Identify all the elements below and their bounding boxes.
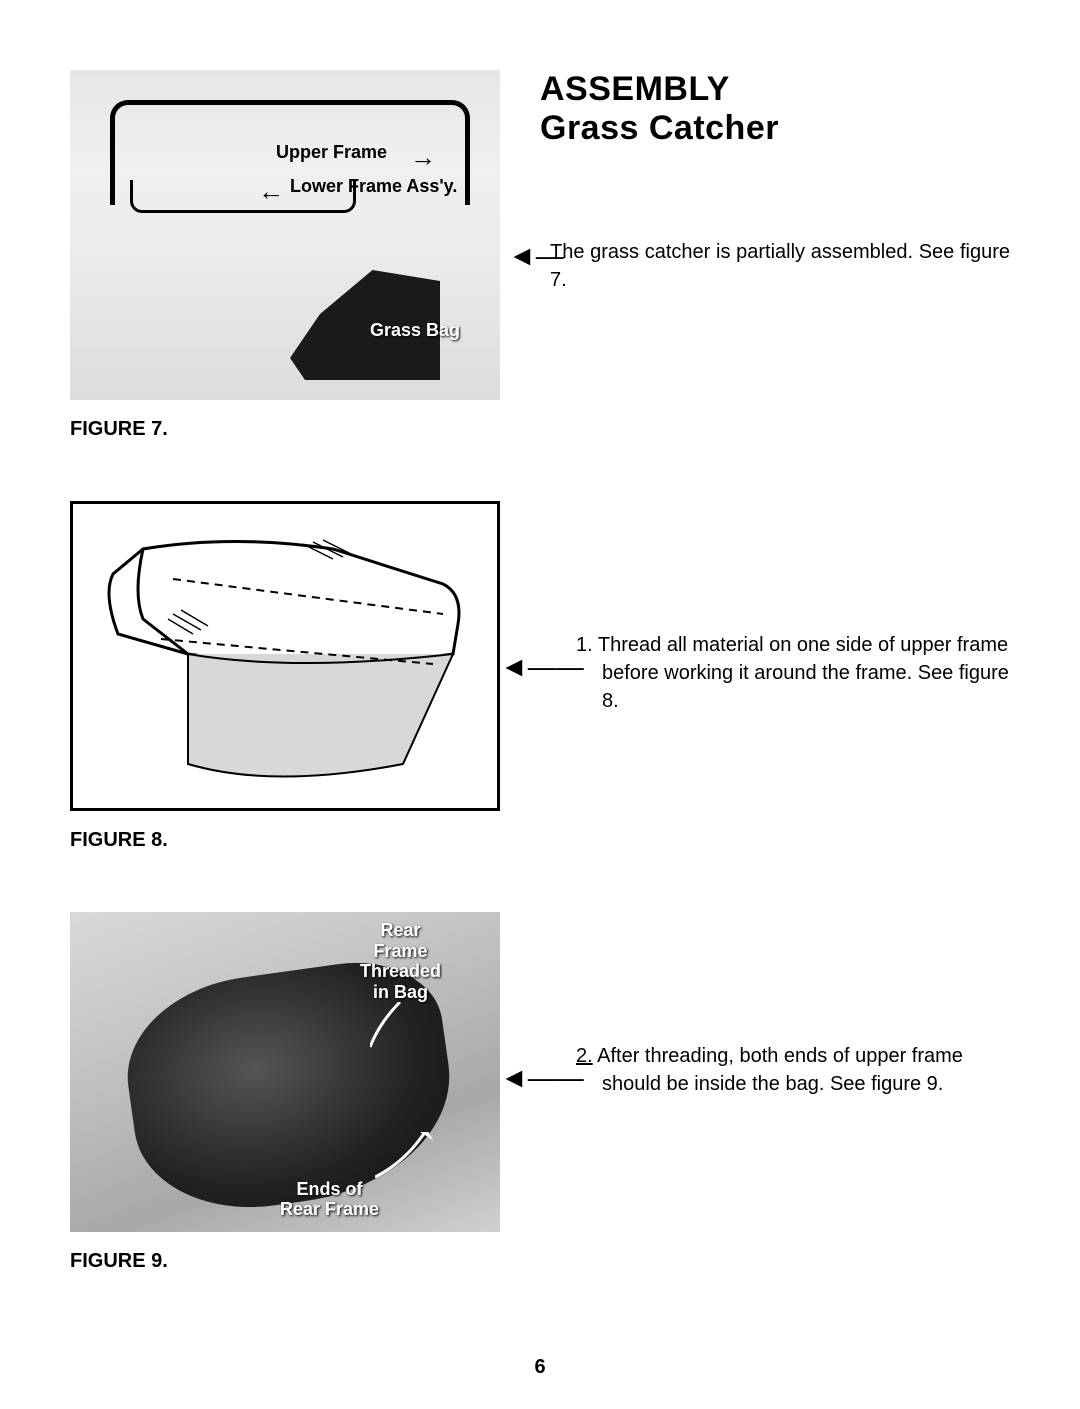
step2-column: ◄—— 2. After threading, both ends of upp… xyxy=(500,912,1010,1098)
figure9-image: RearFrameThreadedin Bag Ends ofRear Fram… xyxy=(70,912,500,1232)
arrow-left-icon: ← xyxy=(258,176,284,207)
figure9-label-ends-text: Ends ofRear Frame xyxy=(280,1179,379,1220)
step1-text: Thread all material on one side of upper… xyxy=(598,634,1009,712)
figure8-line-art xyxy=(73,504,503,814)
section-heading: ASSEMBLY Grass Catcher xyxy=(540,70,1010,148)
figure8-column: FIGURE 8. xyxy=(70,501,500,852)
figure9-caption: FIGURE 9. xyxy=(70,1250,500,1273)
figure7-image: Upper Frame → ← Lower Frame Ass'y. Grass… xyxy=(70,70,500,400)
step1-column: ◄—— 1. Thread all material on one side o… xyxy=(500,501,1010,715)
heading-column: ASSEMBLY Grass Catcher ◄— The grass catc… xyxy=(500,70,1010,294)
figure9-label-ends: Ends ofRear Frame xyxy=(280,1179,379,1220)
arrow-right-icon: → xyxy=(410,142,436,173)
figure7-caption: FIGURE 7. xyxy=(70,418,500,441)
figure8-caption: FIGURE 8. xyxy=(70,829,500,852)
arrow-left-icon: ◄— xyxy=(508,242,564,270)
figure8-image xyxy=(70,501,500,811)
row-figure8: FIGURE 8. ◄—— 1. Thread all material on … xyxy=(70,501,1010,852)
leader-line-icon xyxy=(375,1132,435,1182)
row-figure9: RearFrameThreadedin Bag Ends ofRear Fram… xyxy=(70,912,1010,1273)
page-number: 6 xyxy=(0,1356,1080,1379)
figure9-column: RearFrameThreadedin Bag Ends ofRear Fram… xyxy=(70,912,500,1273)
figure9-label-rear-frame: RearFrameThreadedin Bag xyxy=(360,920,441,1003)
row-figure7: Upper Frame → ← Lower Frame Ass'y. Grass… xyxy=(70,70,1010,441)
intro-text: The grass catcher is partially assembled… xyxy=(540,238,1010,294)
heading-line2: Grass Catcher xyxy=(540,109,779,147)
arrow-left-icon: ◄—— xyxy=(500,653,584,681)
figure7-column: Upper Frame → ← Lower Frame Ass'y. Grass… xyxy=(70,70,500,441)
step1: 1. Thread all material on one side of up… xyxy=(572,631,1010,715)
manual-page: Upper Frame → ← Lower Frame Ass'y. Grass… xyxy=(0,0,1080,1409)
figure9-label-rear-frame-text: RearFrameThreadedin Bag xyxy=(360,920,441,1002)
figure7-label-grass-bag: Grass Bag xyxy=(370,320,460,341)
figure7-label-upper-frame: Upper Frame xyxy=(276,142,387,163)
arrow-left-icon: ◄—— xyxy=(500,1064,584,1092)
step2-text: After threading, both ends of upper fram… xyxy=(597,1045,963,1095)
step2: 2. After threading, both ends of upper f… xyxy=(572,1042,1010,1098)
heading-line1: ASSEMBLY xyxy=(540,70,730,108)
leader-line-icon xyxy=(370,1002,430,1052)
figure7-label-lower-frame: Lower Frame Ass'y. xyxy=(290,176,457,197)
